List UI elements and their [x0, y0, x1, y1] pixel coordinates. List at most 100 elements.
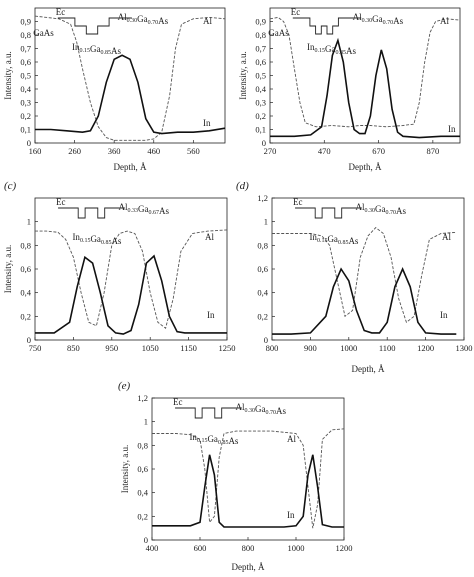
x-axis-title: Depth, Å: [114, 162, 147, 172]
well-layer-label: In0.15Ga0.85As: [72, 232, 121, 246]
x-tick-label: 1300: [456, 343, 473, 353]
y-tick-label: 0,5: [255, 71, 266, 81]
panel-5: 400 600 800 1000 1200 0 0,2 0,4 0,6 0,8 1 1,2 Depth,…: [118, 380, 353, 572]
x-tick-label: 670: [372, 146, 385, 156]
y-tick-label: 0,7: [255, 44, 266, 54]
x-tick-label: 850: [67, 343, 80, 353]
y-tick-label: 1: [144, 417, 148, 427]
y-tick-label: 0: [27, 335, 31, 345]
y-tick-label: 1: [27, 217, 31, 227]
barrier-layer-label: Al0.30Ga0.70As: [356, 202, 407, 216]
y-tick-label: 0,8: [137, 440, 148, 450]
y-tick-label: 0,3: [255, 98, 266, 108]
series-label-al: Al: [442, 232, 451, 242]
band-diagram: [175, 407, 242, 419]
x-tick-label: 600: [194, 543, 207, 553]
y-tick-label: 0,9: [255, 17, 266, 27]
y-tick-label: 0: [262, 138, 266, 148]
y-tick-label: 0,4: [257, 288, 268, 298]
ec-label: Ec: [56, 197, 66, 207]
x-tick-label: 800: [242, 543, 255, 553]
x-tick-label: 1000: [340, 343, 357, 353]
plot-frame: [269, 7, 461, 144]
y-axis-title: Intensity, a.u.: [3, 51, 13, 99]
y-tick-label: 1,2: [257, 193, 268, 203]
ec-label: Ec: [293, 197, 303, 207]
x-axis-title: Depth, Å: [232, 562, 265, 572]
y-axis-title: Intensity, a.u.: [3, 245, 13, 293]
x-tick-label: 270: [264, 146, 277, 156]
series-label-al: Al: [287, 434, 296, 444]
series-line-in: [35, 254, 227, 335]
series-line-al: [34, 15, 226, 141]
well-layer-label: In0.15Ga0.85As: [307, 42, 356, 56]
series-line-in: [152, 454, 344, 528]
y-tick-label: 0,6: [20, 264, 31, 274]
y-tick-label: 0,8: [20, 240, 31, 250]
left-layer-label: GaAs: [268, 28, 289, 38]
well-layer-label: In0.15Ga0.85As: [189, 432, 238, 446]
y-tick-label: 0,6: [255, 57, 266, 67]
x-tick-label: 400: [146, 543, 159, 553]
barrier-layer-label: Al0.30Ga0.70As: [236, 402, 287, 416]
y-tick-label: 0,5: [20, 71, 31, 81]
panel-4: 800 900 1000 1100 1200 1300 0 0,2 0,4 0,6 0,8 1 1,2 D…: [236, 180, 473, 374]
y-tick-label: 0: [144, 535, 148, 545]
plot-frame: [34, 7, 226, 144]
y-tick-label: 0,8: [20, 30, 31, 40]
x-tick-label: 870: [426, 146, 439, 156]
series-line-al: [272, 226, 457, 324]
band-diagram: [295, 207, 362, 219]
panel-1: 160 260 360 460 560 0 0,1 0,2 0,3 0,4 0,5 0,6 0,7 0,8…: [3, 7, 226, 172]
series-label-al: Al: [203, 16, 212, 26]
y-tick-label: 0,9: [20, 17, 31, 27]
y-tick-label: 0,6: [137, 464, 148, 474]
barrier-layer-label: Al0.30Ga0.70As: [118, 12, 169, 26]
series-label-al: Al: [205, 232, 214, 242]
x-tick-label: 1250: [219, 343, 236, 353]
y-tick-label: 0,8: [257, 240, 268, 250]
y-tick-label: 0,4: [20, 288, 31, 298]
x-tick-label: 460: [147, 146, 160, 156]
series-line-al: [269, 16, 461, 128]
x-tick-label: 1200: [417, 343, 434, 353]
barrier-layer-label: Al0.33Ga0.67As: [119, 202, 170, 216]
y-axis-title: Intensity, a.u.: [120, 445, 130, 493]
x-tick-label: 560: [187, 146, 200, 156]
y-tick-label: 0: [27, 138, 31, 148]
series-label-in: In: [287, 510, 295, 520]
y-tick-label: 0,2: [257, 311, 268, 321]
x-tick-label: 470: [318, 146, 331, 156]
panel-letter: (c): [4, 180, 17, 192]
y-tick-label: 0,6: [257, 264, 268, 274]
series-label-in: In: [203, 118, 211, 128]
series-label-in: In: [440, 310, 448, 320]
y-tick-label: 0,8: [255, 30, 266, 40]
y-tick-label: 0,4: [20, 84, 31, 94]
ec-label: Ec: [291, 7, 301, 17]
x-tick-label: 1150: [180, 343, 197, 353]
series-label-in: In: [207, 310, 215, 320]
left-layer-label: GaAs: [33, 28, 54, 38]
panel-3: 750 850 950 1050 1150 1250 0 0,2 0,4 0,6 0,8 1 Inten…: [3, 180, 236, 353]
x-tick-label: 900: [304, 343, 317, 353]
y-tick-label: 0,1: [255, 125, 266, 135]
y-tick-label: 0,2: [137, 511, 148, 521]
x-tick-label: 950: [105, 343, 118, 353]
plot-frame: [271, 197, 465, 341]
x-tick-label: 1100: [379, 343, 396, 353]
ec-label: Ec: [173, 397, 183, 407]
y-tick-label: 0: [264, 335, 268, 345]
y-tick-label: 0,2: [255, 111, 266, 121]
y-tick-label: 1,2: [137, 393, 148, 403]
y-tick-label: 0,4: [137, 488, 148, 498]
band-diagram: [57, 17, 132, 35]
ec-label: Ec: [56, 7, 66, 17]
well-layer-label: In0.15Ga0.85As: [309, 232, 358, 246]
y-tick-label: 0,6: [20, 57, 31, 67]
series-label-in: In: [448, 124, 456, 134]
barrier-layer-label: Al0.30Ga0.70As: [353, 12, 404, 26]
series-label-al: Al: [440, 16, 449, 26]
plot-frame: [34, 197, 228, 341]
